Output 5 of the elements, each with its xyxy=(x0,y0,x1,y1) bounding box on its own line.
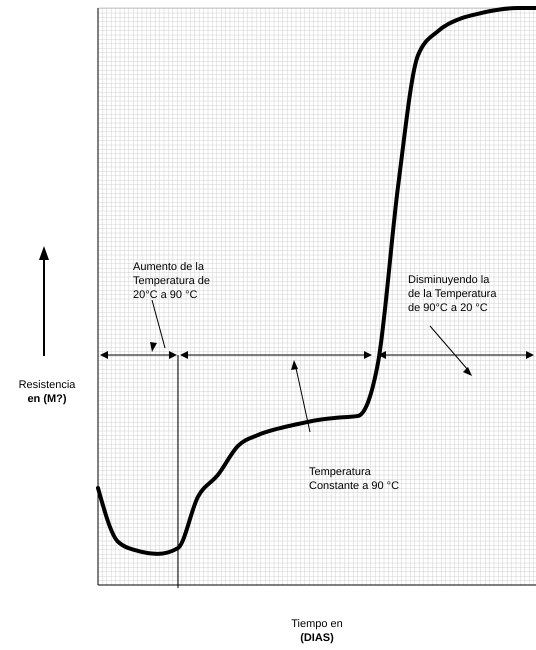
annotation: Disminuyendo la de la Temperatura de 90°C a 20 °C xyxy=(408,274,498,314)
y-axis-title: Resistencia en (M?) xyxy=(18,379,76,405)
annotation: Aumento de la Temperatura de 20°C a 90 °C xyxy=(133,261,210,301)
annotation: Temperatura Constante a 90 °C xyxy=(309,466,400,492)
x-axis-title: Tiempo en (DIAS) xyxy=(291,618,343,644)
